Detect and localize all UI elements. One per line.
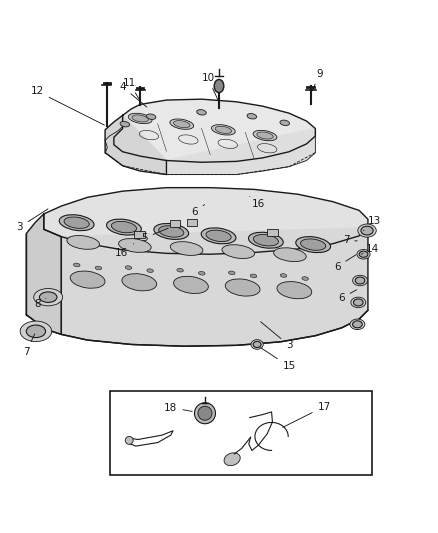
Ellipse shape bbox=[20, 321, 52, 342]
Ellipse shape bbox=[280, 273, 287, 277]
Ellipse shape bbox=[147, 269, 153, 272]
Ellipse shape bbox=[170, 241, 203, 255]
Ellipse shape bbox=[247, 114, 257, 119]
Ellipse shape bbox=[302, 277, 308, 280]
Ellipse shape bbox=[159, 226, 184, 237]
Ellipse shape bbox=[350, 319, 365, 329]
Ellipse shape bbox=[119, 239, 151, 252]
Ellipse shape bbox=[59, 215, 94, 231]
Ellipse shape bbox=[198, 406, 212, 420]
Polygon shape bbox=[61, 228, 368, 346]
Ellipse shape bbox=[146, 114, 156, 119]
Ellipse shape bbox=[361, 226, 373, 235]
Ellipse shape bbox=[253, 235, 279, 246]
Ellipse shape bbox=[274, 248, 306, 262]
Ellipse shape bbox=[212, 125, 235, 135]
Ellipse shape bbox=[224, 453, 240, 466]
Ellipse shape bbox=[248, 232, 283, 248]
Polygon shape bbox=[166, 128, 315, 174]
Text: 12: 12 bbox=[31, 86, 104, 125]
Ellipse shape bbox=[26, 325, 46, 337]
Ellipse shape bbox=[257, 132, 273, 139]
Ellipse shape bbox=[34, 288, 63, 306]
Ellipse shape bbox=[225, 279, 260, 296]
Polygon shape bbox=[105, 115, 166, 174]
Ellipse shape bbox=[359, 251, 368, 257]
Ellipse shape bbox=[74, 263, 80, 267]
Text: 3: 3 bbox=[16, 209, 48, 232]
Ellipse shape bbox=[132, 115, 148, 122]
Ellipse shape bbox=[125, 437, 133, 445]
Text: 13: 13 bbox=[364, 215, 381, 231]
Ellipse shape bbox=[197, 110, 206, 115]
Ellipse shape bbox=[250, 274, 257, 278]
Text: 8: 8 bbox=[34, 298, 46, 309]
Text: 5: 5 bbox=[141, 228, 168, 243]
Text: 15: 15 bbox=[261, 348, 296, 372]
Ellipse shape bbox=[277, 281, 312, 298]
Ellipse shape bbox=[106, 219, 141, 235]
Text: 9: 9 bbox=[312, 69, 323, 91]
Ellipse shape bbox=[120, 122, 130, 127]
Ellipse shape bbox=[128, 114, 152, 124]
Ellipse shape bbox=[296, 237, 331, 253]
Ellipse shape bbox=[122, 273, 157, 291]
Ellipse shape bbox=[173, 276, 208, 294]
Ellipse shape bbox=[355, 277, 365, 284]
Text: 7: 7 bbox=[23, 334, 35, 357]
Ellipse shape bbox=[222, 245, 254, 259]
Ellipse shape bbox=[353, 275, 367, 286]
Ellipse shape bbox=[194, 403, 215, 424]
Text: 6: 6 bbox=[334, 255, 356, 271]
Ellipse shape bbox=[351, 297, 366, 308]
Text: 6: 6 bbox=[191, 205, 205, 217]
Text: 3: 3 bbox=[261, 322, 293, 350]
Ellipse shape bbox=[67, 236, 99, 249]
Polygon shape bbox=[114, 99, 315, 162]
Ellipse shape bbox=[214, 79, 224, 93]
Ellipse shape bbox=[357, 249, 370, 259]
Polygon shape bbox=[26, 214, 61, 334]
Ellipse shape bbox=[253, 131, 277, 141]
Text: 16: 16 bbox=[115, 244, 134, 259]
Ellipse shape bbox=[154, 223, 189, 239]
Text: 7: 7 bbox=[343, 235, 357, 245]
Text: 4: 4 bbox=[119, 82, 147, 107]
Text: 10: 10 bbox=[201, 73, 218, 100]
Ellipse shape bbox=[64, 217, 89, 229]
Ellipse shape bbox=[353, 321, 362, 328]
Ellipse shape bbox=[170, 119, 194, 130]
Polygon shape bbox=[44, 188, 368, 254]
Text: 11: 11 bbox=[123, 77, 139, 99]
Text: 14: 14 bbox=[361, 244, 379, 254]
Ellipse shape bbox=[206, 230, 231, 241]
Bar bbox=[170, 220, 180, 227]
Ellipse shape bbox=[70, 271, 105, 288]
Ellipse shape bbox=[201, 228, 236, 244]
Text: 16: 16 bbox=[250, 197, 265, 209]
Ellipse shape bbox=[111, 221, 137, 233]
Ellipse shape bbox=[215, 126, 232, 133]
Bar bbox=[267, 229, 278, 236]
Ellipse shape bbox=[95, 266, 102, 270]
Ellipse shape bbox=[39, 292, 57, 302]
Ellipse shape bbox=[229, 271, 235, 274]
Ellipse shape bbox=[280, 120, 290, 126]
Ellipse shape bbox=[173, 120, 190, 128]
Ellipse shape bbox=[251, 340, 263, 349]
Text: 18: 18 bbox=[164, 402, 192, 413]
Ellipse shape bbox=[125, 266, 132, 269]
Ellipse shape bbox=[177, 269, 184, 272]
Bar bbox=[187, 219, 197, 226]
Ellipse shape bbox=[300, 239, 326, 251]
Bar bbox=[110, 391, 372, 474]
Ellipse shape bbox=[358, 224, 376, 237]
Bar bbox=[134, 231, 145, 238]
Ellipse shape bbox=[253, 342, 261, 348]
Text: 17: 17 bbox=[283, 402, 331, 427]
Ellipse shape bbox=[353, 299, 363, 306]
Text: 6: 6 bbox=[338, 290, 357, 303]
Ellipse shape bbox=[198, 271, 205, 275]
